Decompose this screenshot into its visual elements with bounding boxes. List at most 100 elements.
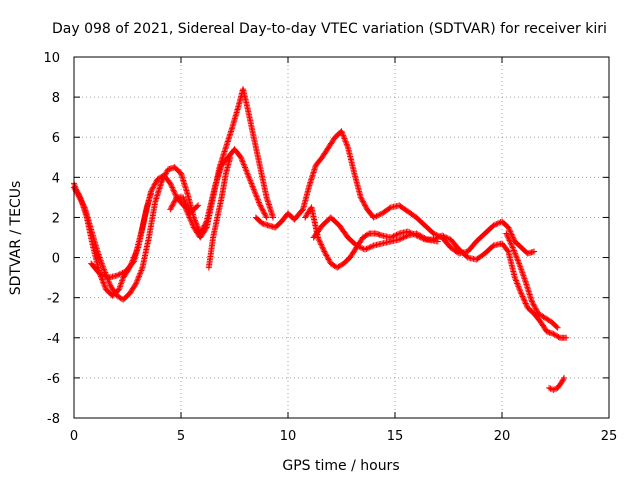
data-point — [168, 183, 175, 190]
data-point — [256, 199, 263, 206]
series-track-D — [167, 194, 202, 217]
data-point — [240, 160, 247, 167]
data-point — [504, 233, 511, 240]
y-tick-label: 8 — [52, 91, 60, 106]
data-point — [373, 213, 380, 220]
data-point — [513, 277, 520, 284]
data-point — [260, 207, 267, 214]
data-point — [72, 187, 79, 194]
data-point — [100, 272, 107, 279]
data-point — [367, 243, 374, 250]
plot-frame — [73, 56, 610, 419]
data-point — [324, 255, 331, 262]
data-point — [150, 183, 157, 190]
data-point — [163, 168, 170, 175]
data-point — [254, 196, 261, 203]
y-tick-label: 2 — [52, 211, 60, 226]
data-point — [514, 281, 521, 288]
data-point — [517, 287, 524, 294]
data-point — [152, 180, 159, 187]
data-point — [400, 234, 407, 241]
data-point — [531, 304, 538, 311]
data-point — [343, 141, 350, 148]
data-point — [260, 209, 267, 216]
data-point — [99, 276, 106, 283]
data-point — [171, 198, 178, 205]
data-point — [439, 232, 446, 239]
data-point — [172, 191, 179, 198]
data-point — [366, 244, 373, 251]
data-point — [160, 175, 167, 182]
data-point — [200, 223, 207, 230]
data-point — [324, 253, 331, 260]
data-point — [504, 247, 511, 254]
data-point — [353, 242, 360, 249]
data-point — [372, 213, 379, 220]
data-point — [533, 308, 540, 315]
data-point — [170, 187, 177, 194]
data-point — [248, 180, 255, 187]
data-point — [516, 286, 523, 293]
data-point — [71, 185, 78, 192]
data-point — [359, 198, 366, 205]
data-point — [194, 223, 201, 230]
data-point — [394, 231, 401, 238]
data-point — [361, 201, 368, 208]
data-point — [507, 238, 514, 245]
data-point — [240, 161, 247, 168]
data-point — [325, 256, 332, 263]
data-point — [490, 222, 497, 229]
data-point — [79, 200, 86, 207]
data-point — [340, 132, 347, 139]
data-point — [193, 220, 200, 227]
data-point — [195, 202, 202, 209]
data-point — [171, 190, 178, 197]
data-point — [506, 227, 513, 234]
data-point — [546, 384, 553, 391]
data-point — [100, 279, 107, 286]
data-point — [169, 184, 176, 191]
y-axis-label: SDTVAR / TECUs — [8, 181, 24, 296]
data-point — [100, 280, 107, 287]
data-point — [75, 192, 82, 199]
data-point — [360, 199, 367, 206]
data-point — [242, 164, 249, 171]
data-point — [376, 211, 383, 218]
chart-title: Day 098 of 2021, Sidereal Day-to-day VTE… — [52, 21, 607, 37]
data-point — [529, 300, 536, 307]
data-point — [239, 157, 246, 164]
data-point — [170, 199, 177, 206]
data-point — [101, 268, 108, 275]
data-point — [262, 211, 269, 218]
data-point — [507, 228, 514, 235]
data-point — [158, 178, 165, 185]
data-point — [393, 231, 400, 238]
data-point — [491, 221, 498, 228]
data-point — [505, 236, 512, 243]
data-point — [503, 231, 510, 238]
x-axis-label: GPS time / hours — [282, 458, 399, 474]
data-point — [532, 305, 539, 312]
data-point — [256, 200, 263, 207]
data-point — [318, 242, 325, 249]
data-point — [511, 274, 518, 281]
data-point — [192, 218, 199, 225]
data-point — [181, 197, 188, 204]
data-point — [246, 176, 253, 183]
data-point — [533, 306, 540, 313]
data-point — [370, 214, 377, 221]
data-point — [247, 179, 254, 186]
series-track-G — [302, 204, 570, 341]
data-point — [151, 181, 158, 188]
data-point — [319, 244, 326, 251]
data-point — [356, 243, 363, 250]
data-point — [134, 277, 141, 284]
data-point — [401, 233, 408, 240]
data-point — [199, 226, 206, 233]
data-point — [340, 134, 347, 141]
data-point — [344, 142, 351, 149]
data-point — [101, 283, 108, 290]
data-point — [523, 301, 530, 308]
data-point — [135, 273, 142, 280]
series-track-J — [546, 374, 568, 393]
